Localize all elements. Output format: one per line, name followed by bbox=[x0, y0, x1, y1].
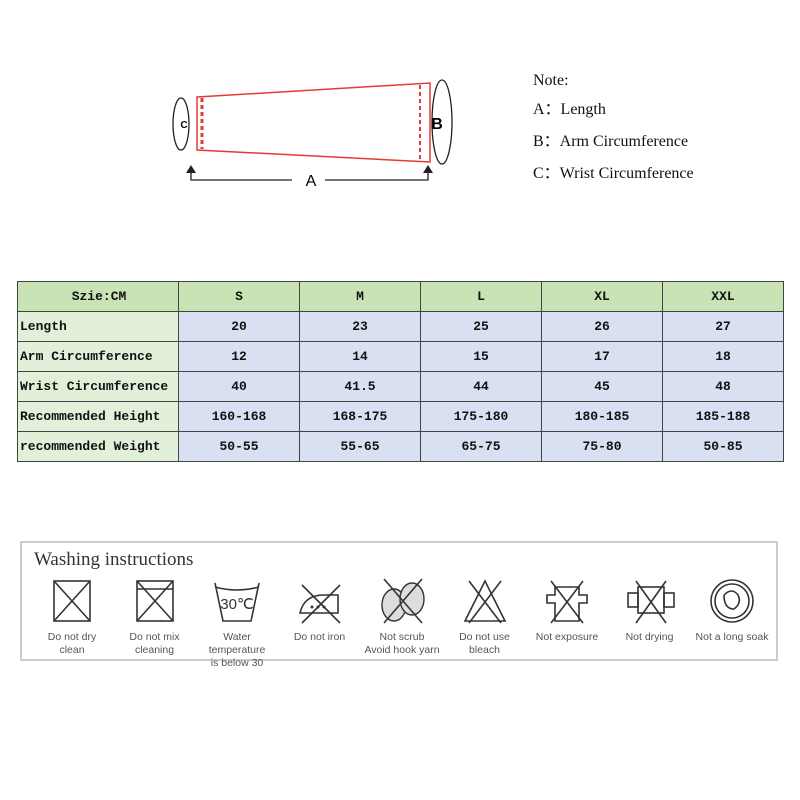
wash-label: Do not mix cleaning bbox=[129, 631, 180, 656]
table-cell: 14 bbox=[299, 341, 421, 372]
wash-label: Do not use bleach bbox=[459, 631, 510, 656]
wash-label: Do not dry clean bbox=[47, 631, 97, 656]
notes: Note: A：Length B：Arm Circumference C：Wri… bbox=[533, 68, 694, 190]
wash-item: Do not use bleach bbox=[445, 577, 525, 657]
table-cell: 65-75 bbox=[420, 431, 542, 462]
table-row: recommended Weight 50-55 55-65 65-75 75-80 50… bbox=[17, 431, 784, 462]
notes-title: Note: bbox=[533, 72, 569, 89]
table-cell: 55-65 bbox=[299, 431, 421, 462]
wash-label: Not a long soak bbox=[695, 631, 769, 643]
header-cell: S bbox=[178, 281, 300, 312]
wash-label: Not exposure bbox=[535, 631, 599, 643]
row-label: Length bbox=[17, 311, 179, 342]
header-cell: M bbox=[299, 281, 421, 312]
table-cell: 50-55 bbox=[178, 431, 300, 462]
no-drying-icon bbox=[626, 580, 675, 624]
header-cell: L bbox=[420, 281, 542, 312]
wash-item: Do not dry clean bbox=[32, 577, 112, 657]
wash-item: Not drying bbox=[610, 577, 690, 644]
wash-label: Not scrub Avoid hook yarn bbox=[364, 631, 440, 656]
table-cell: 40 bbox=[178, 371, 300, 402]
wash-item: 30℃ Water temperature is below 30 bbox=[197, 577, 277, 670]
no-scrub-icon bbox=[381, 578, 425, 624]
table-cell: 48 bbox=[662, 371, 784, 402]
table-header: Szie:CM S M L XL XXL bbox=[17, 281, 784, 312]
table-cell: 25 bbox=[420, 311, 542, 342]
washing-instructions: Washing instructions Do not dry clean Do … bbox=[20, 541, 778, 669]
no-dry-clean-icon bbox=[53, 580, 91, 622]
no-bleach-icon bbox=[463, 579, 506, 624]
sleeve-diagram: C B A bbox=[172, 79, 453, 190]
wash-item: Do not iron bbox=[280, 577, 360, 644]
note-arm: B：Arm Circumference bbox=[533, 133, 689, 150]
table-cell: 180-185 bbox=[541, 401, 663, 432]
header-cell: XL bbox=[541, 281, 663, 312]
header-cell: Szie:CM bbox=[17, 281, 179, 312]
wash-30-icon: 30℃ bbox=[214, 582, 260, 622]
sleeve-outline bbox=[196, 82, 431, 163]
size-table: Szie:CM S M L XL XXL Length 20 23 25 26 27 Arm… bbox=[17, 281, 784, 462]
note-wrist: C：Wrist Circumference bbox=[533, 165, 694, 182]
row-label: Recommended Height bbox=[17, 401, 179, 432]
table-cell: 26 bbox=[541, 311, 663, 342]
table-cell: 27 bbox=[662, 311, 784, 342]
table-cell: 185-188 bbox=[662, 401, 784, 432]
table-row: Arm Circumference 12 14 15 17 18 bbox=[17, 341, 784, 372]
no-iron-icon bbox=[298, 584, 341, 624]
table-cell: 20 bbox=[178, 311, 300, 342]
wash-item: Do not mix cleaning bbox=[115, 577, 195, 657]
wash-label: Do not iron bbox=[293, 631, 346, 643]
table-cell: 160-168 bbox=[178, 401, 300, 432]
row-label: recommended Weight bbox=[17, 431, 179, 462]
no-long-soak-icon bbox=[710, 579, 754, 623]
table-cell: 45 bbox=[541, 371, 663, 402]
note-length: A：Length bbox=[533, 101, 606, 118]
wash-label: Water temperature is below 30 bbox=[208, 631, 266, 669]
table-row: Length 20 23 25 26 27 bbox=[17, 311, 784, 342]
table-row: Recommended Height 160-168 168-175 175-180 1… bbox=[17, 401, 784, 432]
no-exposure-icon bbox=[546, 580, 588, 624]
svg-text:30℃: 30℃ bbox=[220, 596, 254, 613]
label-a: A bbox=[306, 173, 317, 190]
wash-item: Not exposure bbox=[527, 577, 607, 644]
table-cell: 44 bbox=[420, 371, 542, 402]
table-cell: 168-175 bbox=[299, 401, 421, 432]
table-cell: 41.5 bbox=[299, 371, 421, 402]
wash-label: Not drying bbox=[625, 631, 674, 643]
table-cell: 23 bbox=[299, 311, 421, 342]
table-cell: 15 bbox=[420, 341, 542, 372]
wash-item: Not scrub Avoid hook yarn bbox=[362, 577, 442, 657]
table-cell: 75-80 bbox=[541, 431, 663, 462]
wash-item: Not a long soak bbox=[692, 577, 772, 644]
table-cell: 18 bbox=[662, 341, 784, 372]
label-c: C bbox=[180, 120, 187, 131]
label-b: B bbox=[431, 116, 443, 133]
table-cell: 12 bbox=[178, 341, 300, 372]
table-row: Wrist Circumference 40 41.5 44 45 48 bbox=[17, 371, 784, 402]
washing-title: Washing instructions bbox=[34, 549, 194, 570]
no-mix-cleaning-icon bbox=[135, 580, 174, 622]
table-cell: 50-85 bbox=[662, 431, 784, 462]
table-cell: 175-180 bbox=[420, 401, 542, 432]
table-cell: 17 bbox=[541, 341, 663, 372]
header-cell: XXL bbox=[662, 281, 784, 312]
row-label: Wrist Circumference bbox=[17, 371, 179, 402]
row-label: Arm Circumference bbox=[17, 341, 179, 372]
